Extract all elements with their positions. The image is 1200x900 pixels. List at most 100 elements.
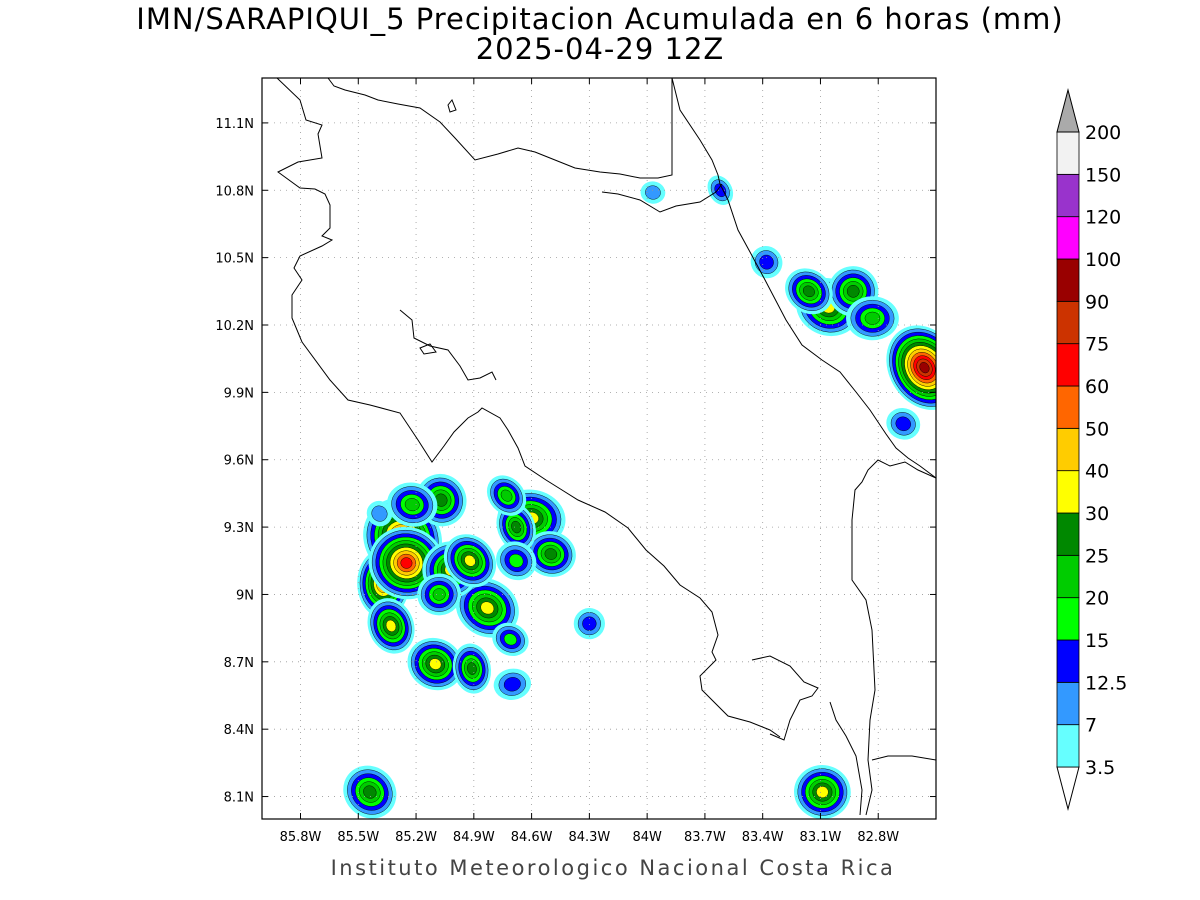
caribbean-coast	[671, 78, 936, 479]
colorbar-label: 15	[1085, 630, 1109, 652]
burica-coast	[829, 701, 863, 816]
island	[447, 99, 457, 113]
precip-contour	[503, 633, 517, 646]
precip-contour	[500, 489, 513, 502]
precip-contour	[467, 662, 477, 675]
x-tick-label: 84.9W	[453, 830, 495, 845]
precip-contour	[508, 553, 524, 568]
colorbar: 3.5 7 12.5 15 20 25 30 40 50 60 75 90 100 120 150 200	[1056, 88, 1127, 811]
colorbar-label: 12.5	[1085, 672, 1127, 694]
x-tick-label: 85.2W	[395, 830, 437, 845]
precip-contour	[846, 285, 860, 298]
y-tick-label: 10.8N	[215, 184, 254, 199]
lake-nicaragua-shore	[276, 78, 781, 738]
precip-contour	[363, 785, 377, 799]
precip-contour	[464, 554, 476, 567]
precip-cell	[486, 475, 527, 516]
x-tick-label: 84.3W	[568, 830, 610, 845]
coastlines-borders	[276, 78, 936, 816]
precip-contour	[919, 362, 930, 374]
colorbar-segment	[1056, 639, 1080, 683]
map-background	[262, 78, 936, 819]
map-frame	[261, 77, 937, 820]
precip-contour	[582, 616, 597, 631]
precip-cell	[886, 407, 921, 440]
precipitation-field	[343, 175, 936, 819]
precip-cell	[640, 181, 666, 204]
credit-text: Instituto Meteorologico Nacional Costa R…	[330, 856, 896, 880]
precip-contour	[480, 601, 495, 615]
northern-border	[601, 183, 723, 213]
x-tick-label: 84W	[632, 830, 662, 845]
colorbar-segment	[1056, 216, 1080, 260]
colorbar-label: 120	[1085, 207, 1121, 229]
y-tick-label: 8.4N	[224, 723, 254, 738]
precip-contour	[404, 498, 420, 512]
colorbar-label: 3.5	[1085, 757, 1115, 779]
precip-cell	[793, 765, 851, 819]
precip-cell	[407, 637, 464, 691]
y-tick-label: 10.2N	[215, 319, 254, 334]
precip-cell	[455, 578, 519, 638]
colorbar-label: 150	[1085, 164, 1121, 186]
pacific-panama	[871, 755, 936, 761]
colorbar-label: 90	[1085, 291, 1109, 313]
colorbar-label: 75	[1085, 334, 1109, 356]
colorbar-label: 40	[1085, 461, 1109, 483]
precip-cell	[493, 668, 531, 700]
precip-contour	[371, 505, 388, 522]
precip-cell	[573, 608, 605, 640]
colorbar-segment	[1056, 173, 1080, 218]
axis-ticks: 85.8W 85.5W 85.2W 84.9W 84.6W 84.3W 84W 83.7W 83…	[215, 78, 936, 845]
precip-contour	[645, 185, 661, 200]
y-tick-label: 9.6N	[224, 454, 254, 469]
lat-lon-grid	[262, 78, 936, 819]
colorbar-segment	[1056, 427, 1080, 472]
y-tick-label: 10.5N	[215, 252, 254, 267]
x-tick-label: 84.6W	[511, 830, 553, 845]
x-tick-label: 85.8W	[280, 830, 322, 845]
colorbar-segment	[1056, 554, 1080, 599]
x-tick-label: 83.7W	[684, 830, 726, 845]
x-tick-label: 83.1W	[800, 830, 842, 845]
precip-cell	[387, 482, 438, 527]
precip-contour	[385, 619, 397, 632]
x-tick-label: 85.5W	[337, 830, 379, 845]
colorbar-segment	[1056, 681, 1080, 726]
precip-cell	[886, 325, 936, 410]
map-datetime: 2025-04-29 12Z	[475, 32, 725, 66]
colorbar-segment	[1056, 131, 1080, 175]
precip-cell	[366, 500, 393, 527]
precip-cell	[750, 246, 783, 279]
precip-contour	[714, 183, 727, 198]
colorbar-segment	[1056, 512, 1080, 556]
colorbar-label: 100	[1085, 249, 1121, 271]
y-tick-label: 9N	[236, 588, 254, 603]
nicoya-gulf	[399, 309, 497, 381]
precip-contour	[816, 786, 829, 798]
map-title: IMN/SARAPIQUI_5 Precipitacion Acumulada …	[136, 2, 1064, 36]
colorbar-label: 25	[1085, 545, 1109, 567]
precip-contour	[895, 416, 911, 432]
precip-cell	[492, 622, 529, 657]
precip-cell	[367, 598, 415, 654]
y-tick-label: 11.1N	[215, 117, 254, 132]
precip-contour	[511, 520, 522, 534]
colorbar-segment	[1056, 597, 1080, 641]
x-tick-label: 83.4W	[742, 830, 784, 845]
gulf-island	[419, 343, 437, 355]
colorbar-label: 50	[1085, 418, 1109, 440]
y-tick-label: 8.1N	[224, 791, 254, 806]
colorbar-high-arrow	[1056, 88, 1080, 133]
colorbar-label: 30	[1085, 503, 1109, 525]
precip-contour	[432, 588, 446, 601]
lake-south-shore	[327, 78, 673, 179]
precip-cell	[443, 534, 497, 588]
y-tick-label: 9.3N	[224, 521, 254, 536]
colorbar-segment	[1056, 724, 1080, 768]
precip-contour	[429, 658, 442, 670]
precip-cell	[452, 643, 492, 694]
colorbar-label: 200	[1085, 122, 1121, 144]
colorbar-segment	[1056, 343, 1080, 387]
